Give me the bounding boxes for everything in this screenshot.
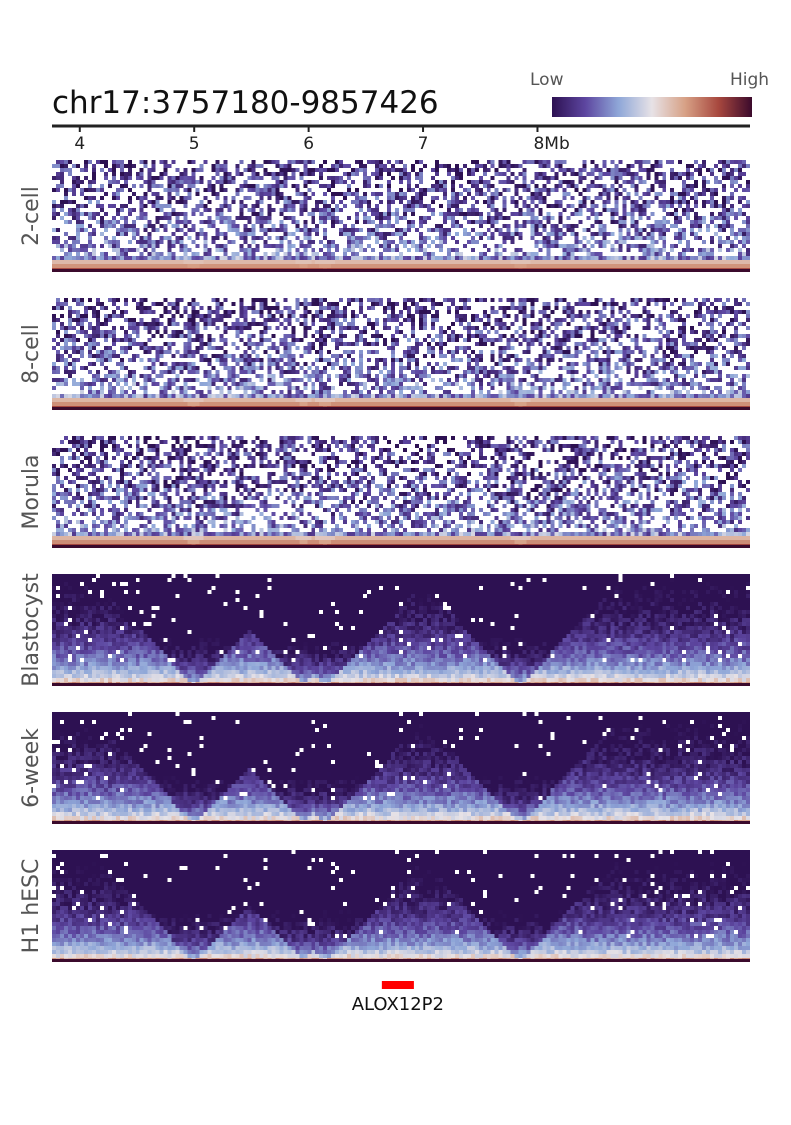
track-label: 8-cell (19, 324, 44, 384)
heatmap-diagonal (52, 683, 750, 686)
gene-label: ALOX12P2 (352, 994, 444, 1015)
heatmap-diagonal (52, 959, 750, 962)
heatmap-diagonal (52, 821, 750, 824)
heatmap-track: Blastocyst (19, 573, 750, 687)
track-label: Morula (19, 454, 44, 529)
genome-axis-ticks: 4 5 6 7 8Mb (74, 126, 570, 154)
heatmap-tracks: 2-cell 8-cell Morula Blastocyst 6-week H1 hES… (19, 160, 750, 962)
track-label: H1 hESC (19, 859, 44, 954)
gene-bar (381, 981, 414, 989)
region-title: chr17:3757180-9857426 (52, 85, 439, 121)
heatmap-track: 6-week (19, 712, 750, 824)
heatmap-image (52, 436, 750, 548)
heatmap-diagonal (52, 407, 750, 410)
colorbar-high-label: High (730, 70, 769, 90)
gene-track: ALOX12P2 (352, 981, 444, 1015)
heatmap-image (52, 160, 750, 272)
heatmap-image (52, 850, 750, 962)
axis-tick-label: 6 (303, 134, 314, 154)
heatmap-track: Morula (19, 436, 750, 548)
track-label: 6-week (19, 728, 44, 808)
colorbar (552, 97, 752, 117)
heatmap-diagonal (52, 269, 750, 272)
axis-tick-label: 7 (418, 134, 429, 154)
heatmap-image (52, 574, 750, 686)
track-label: Blastocyst (19, 573, 44, 687)
heatmap-image (52, 298, 750, 410)
track-label: 2-cell (19, 186, 44, 246)
axis-tick-label: 4 (74, 134, 85, 154)
heatmap-track: 2-cell (19, 160, 750, 272)
heatmap-image (52, 712, 750, 824)
axis-tick-label: 8Mb (533, 134, 569, 154)
colorbar-low-label: Low (530, 70, 564, 90)
heatmap-diagonal (52, 545, 750, 548)
heatmap-track: H1 hESC (19, 850, 750, 962)
axis-tick-label: 5 (189, 134, 200, 154)
heatmap-track: 8-cell (19, 298, 750, 410)
